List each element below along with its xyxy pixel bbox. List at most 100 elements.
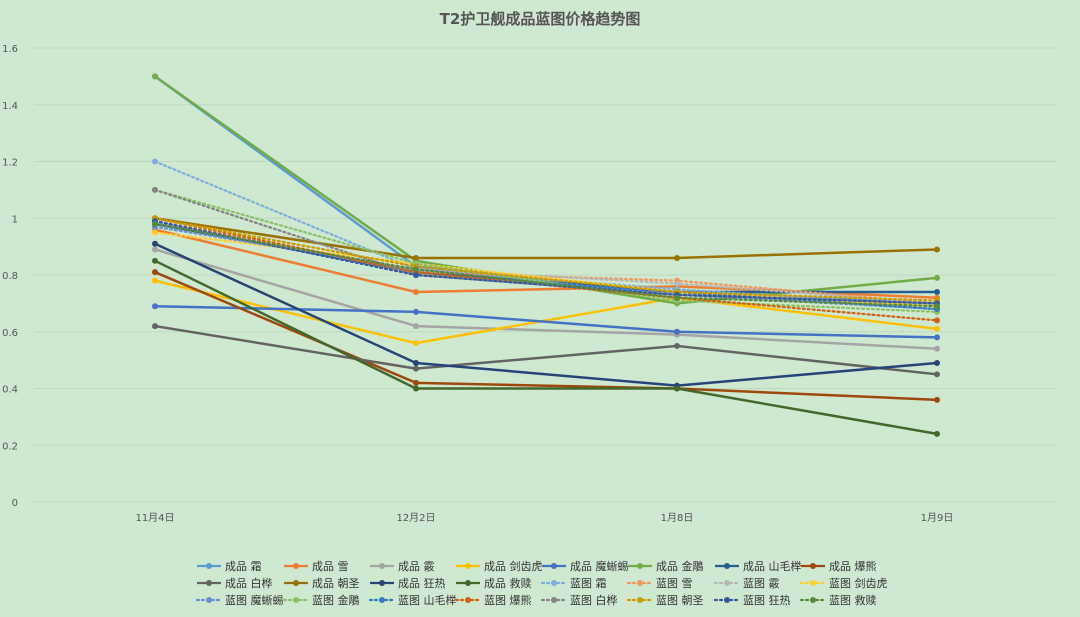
series-line [153, 188, 939, 313]
data-point [152, 73, 158, 80]
legend-swatch-marker [465, 580, 471, 586]
legend-swatch-marker [810, 580, 816, 586]
legend-item: 成品 狂热 [370, 577, 446, 590]
series-line [154, 248, 938, 351]
y-tick-label: 0.2 [2, 441, 18, 452]
legend-item: 蓝图 雪 [626, 577, 693, 590]
data-point [413, 308, 419, 315]
data-point [934, 345, 940, 352]
legend-item: 蓝图 山毛榉 [368, 593, 457, 607]
data-point [413, 385, 419, 392]
series-line [153, 222, 939, 308]
series-line [154, 242, 938, 387]
legend-item: 成品 爆熊 [801, 559, 877, 573]
legend-label: 成品 霜 [225, 560, 262, 573]
x-tick-label: 1月8日 [661, 512, 694, 524]
legend-item: 成品 朝圣 [284, 577, 360, 590]
series-10 [152, 240, 940, 389]
legend-item: 蓝图 白桦 [540, 593, 618, 607]
data-point [413, 266, 419, 273]
data-point [674, 385, 680, 392]
legend-swatch-marker [551, 580, 557, 586]
series-11 [152, 257, 940, 437]
legend-swatch-marker [637, 563, 643, 569]
y-tick-label: 1.6 [2, 44, 18, 55]
data-point [934, 430, 940, 437]
y-tick-label: 0.6 [2, 328, 18, 339]
series-line [154, 75, 938, 305]
legend-item: 蓝图 霰 [713, 577, 780, 590]
data-point [674, 254, 680, 261]
series-2 [152, 246, 940, 352]
series-4 [152, 303, 940, 341]
series-7 [152, 269, 940, 403]
legend-swatch-marker [724, 597, 730, 603]
chart-title: T2护卫舰成品蓝图价格趋势图 [440, 10, 641, 28]
data-point [934, 359, 940, 366]
legend-label: 成品 救赎 [484, 576, 532, 590]
data-point [413, 323, 419, 330]
series-13 [152, 218, 940, 307]
legend-swatch-marker [724, 563, 730, 569]
y-tick-label: 1 [12, 214, 18, 225]
legend-label: 蓝图 霜 [570, 577, 607, 590]
x-tick-label: 11月4日 [135, 512, 174, 524]
legend-label: 成品 剑齿虎 [484, 559, 543, 573]
data-point [152, 220, 158, 227]
data-point [152, 277, 158, 284]
legend-item: 成品 白桦 [197, 576, 273, 590]
data-point [152, 246, 158, 253]
y-tick-label: 0.4 [2, 385, 18, 396]
y-tick-label: 1.4 [2, 101, 18, 112]
series-line [154, 259, 938, 436]
legend-label: 蓝图 爆熊 [484, 593, 532, 607]
legend-label: 蓝图 狂热 [743, 594, 791, 607]
legend-label: 成品 狂热 [398, 577, 446, 590]
legend-item: 蓝图 狂热 [713, 594, 791, 607]
legend-swatch-marker [810, 597, 816, 603]
series-layer [152, 73, 940, 437]
legend-swatch-marker [379, 597, 385, 603]
legend-item: 蓝图 魔蜥蜴 [195, 593, 284, 607]
legend-swatch-marker [293, 580, 299, 586]
legend-swatch-marker [810, 563, 816, 569]
data-point [413, 365, 419, 372]
axis-layer: 0 0.2 0.4 0.6 0.8 1 1.2 1.4 1.6 11月4日 12月2日 1月8日 1月9… [2, 44, 953, 524]
data-point [934, 274, 940, 281]
legend-item: 成品 雪 [284, 560, 349, 573]
data-point [413, 359, 419, 366]
legend-swatch-marker [465, 563, 471, 569]
legend-label: 成品 雪 [312, 560, 349, 573]
legend-item: 蓝图 朝圣 [626, 594, 704, 607]
series-line [154, 279, 938, 345]
data-point [674, 280, 680, 287]
data-point [934, 396, 940, 403]
legend-item: 成品 山毛榉 [715, 559, 802, 573]
data-point [152, 257, 158, 264]
y-tick-label: 0.8 [2, 271, 18, 282]
legend-label: 成品 魔蜥蜴 [570, 559, 629, 573]
series-8 [152, 323, 940, 378]
legend-label: 蓝图 山毛榉 [398, 593, 457, 607]
data-point [674, 342, 680, 349]
data-point [674, 294, 680, 301]
legend-swatch-marker [293, 597, 299, 603]
legend-swatch-marker [293, 563, 299, 569]
series-line [153, 217, 939, 302]
series-12 [152, 158, 940, 310]
x-tick-label: 1月9日 [921, 512, 954, 524]
legend-label: 成品 霰 [398, 560, 435, 573]
legend-swatch-marker [206, 580, 212, 586]
data-point [413, 272, 419, 278]
series-line [153, 160, 939, 308]
series-line [154, 271, 938, 402]
data-point [934, 246, 940, 253]
series-line [153, 217, 939, 322]
legend-swatch-marker [379, 563, 385, 569]
legend-item: 蓝图 霜 [540, 577, 607, 590]
y-tick-label: 1.2 [2, 158, 18, 169]
data-point [152, 240, 158, 247]
grid-layer [34, 47, 1056, 503]
series-line [154, 324, 938, 376]
data-point [413, 379, 419, 386]
